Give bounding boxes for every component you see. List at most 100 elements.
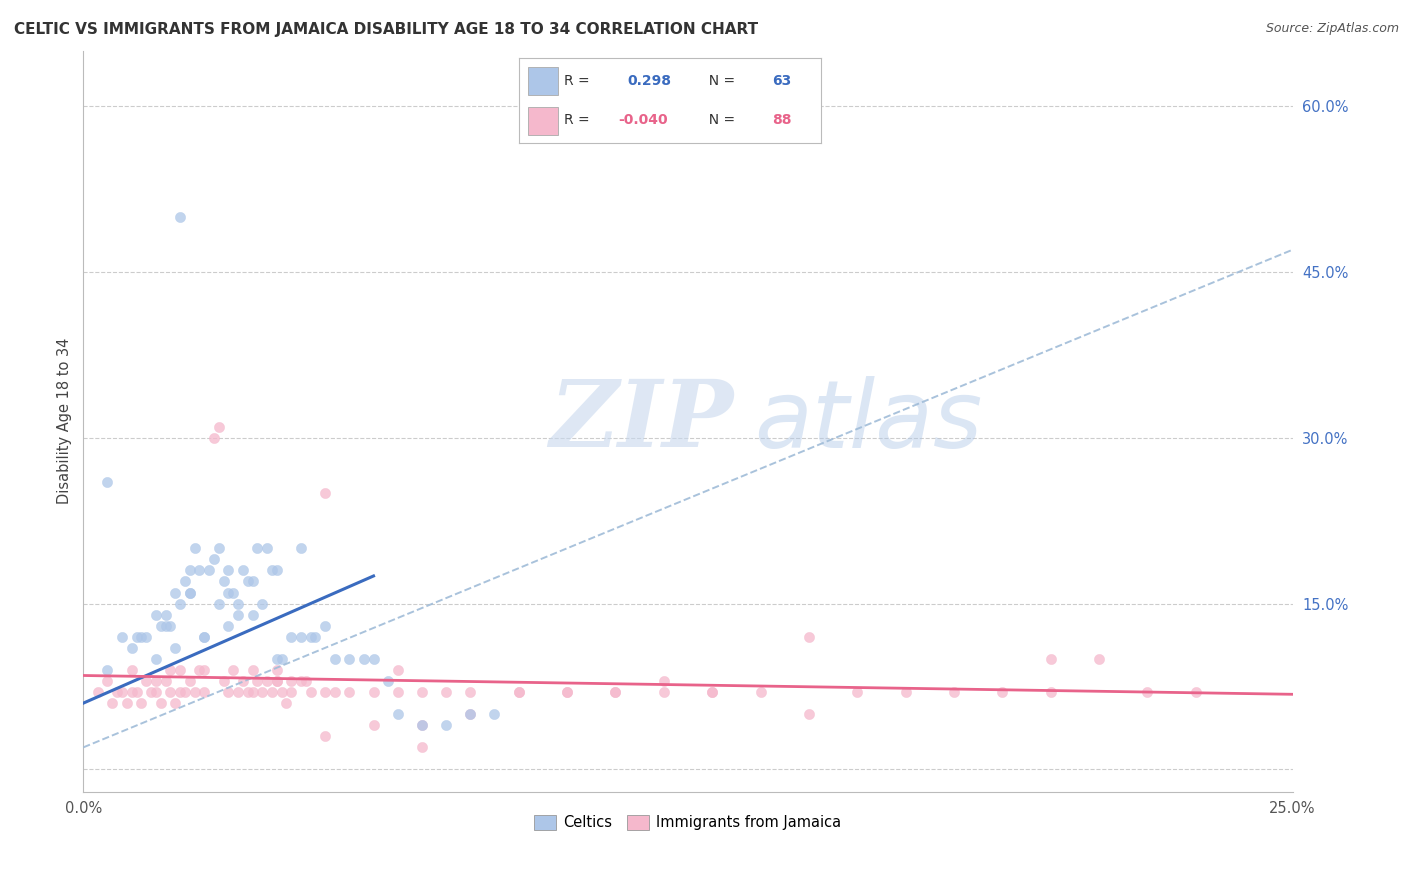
Point [101, 696, 124, 710]
Point [508, 685, 530, 699]
Point [139, 685, 162, 699]
Point [605, 685, 627, 699]
Point [458, 685, 481, 699]
Point [222, 663, 245, 677]
Point [700, 685, 723, 699]
Point [387, 663, 409, 677]
Text: CELTIC VS IMMIGRANTS FROM JAMAICA DISABILITY AGE 18 TO 34 CORRELATION CHART: CELTIC VS IMMIGRANTS FROM JAMAICA DISABI… [14, 22, 758, 37]
Point [208, 419, 231, 434]
Point [266, 652, 288, 666]
Point [323, 652, 346, 666]
Point [314, 729, 336, 743]
Point [484, 707, 506, 722]
Point [226, 597, 249, 611]
Point [169, 663, 191, 677]
Point [202, 431, 225, 445]
Point [149, 618, 172, 632]
Point [179, 585, 201, 599]
Point [270, 652, 292, 666]
Point [121, 685, 143, 699]
Point [159, 618, 181, 632]
Point [115, 696, 138, 710]
Point [290, 673, 312, 688]
Point [131, 630, 153, 644]
Point [411, 718, 433, 732]
Point [125, 685, 148, 699]
Point [266, 564, 288, 578]
Point [131, 696, 153, 710]
Point [105, 685, 128, 699]
Point [145, 607, 167, 622]
Point [411, 740, 433, 755]
Point [179, 673, 201, 688]
Point [387, 685, 409, 699]
Point [242, 663, 264, 677]
Point [226, 685, 249, 699]
Point [894, 685, 917, 699]
Point [846, 685, 869, 699]
Point [155, 673, 177, 688]
Point [1088, 652, 1111, 666]
Point [1136, 685, 1159, 699]
Point [299, 630, 322, 644]
Y-axis label: Disability Age 18 to 34: Disability Age 18 to 34 [58, 338, 72, 504]
Point [149, 696, 172, 710]
Point [652, 673, 675, 688]
Point [242, 685, 264, 699]
Point [121, 663, 143, 677]
Point [246, 541, 269, 556]
Text: Source: ZipAtlas.com: Source: ZipAtlas.com [1265, 22, 1399, 36]
Point [991, 685, 1014, 699]
Point [135, 673, 157, 688]
Point [411, 718, 433, 732]
Point [353, 652, 375, 666]
Point [121, 640, 143, 655]
Point [135, 630, 157, 644]
Point [337, 685, 360, 699]
Point [252, 685, 274, 699]
Point [188, 564, 211, 578]
Point [280, 630, 302, 644]
Point [434, 685, 457, 699]
Point [226, 607, 249, 622]
Point [111, 685, 134, 699]
Point [217, 685, 239, 699]
Point [411, 685, 433, 699]
Point [458, 707, 481, 722]
Text: ZIP: ZIP [548, 376, 733, 467]
Point [363, 718, 385, 732]
Point [256, 673, 278, 688]
Point [797, 707, 820, 722]
Point [222, 585, 245, 599]
Point [242, 607, 264, 622]
Point [155, 618, 177, 632]
Point [145, 685, 167, 699]
Point [377, 673, 399, 688]
Point [165, 585, 187, 599]
Point [314, 685, 336, 699]
Point [173, 685, 195, 699]
Point [266, 663, 288, 677]
Point [179, 564, 201, 578]
Point [363, 685, 385, 699]
Point [193, 630, 215, 644]
Point [111, 630, 134, 644]
Point [290, 630, 312, 644]
Point [294, 673, 316, 688]
Point [458, 707, 481, 722]
Point [242, 574, 264, 589]
Point [169, 210, 191, 224]
Point [276, 696, 298, 710]
Point [169, 685, 191, 699]
Point [232, 564, 254, 578]
Point [314, 486, 336, 500]
Point [183, 541, 205, 556]
Point [217, 564, 239, 578]
Point [652, 685, 675, 699]
Point [145, 673, 167, 688]
Point [943, 685, 966, 699]
Point [256, 541, 278, 556]
Point [232, 673, 254, 688]
Point [212, 673, 235, 688]
Text: atlas: atlas [755, 376, 983, 467]
